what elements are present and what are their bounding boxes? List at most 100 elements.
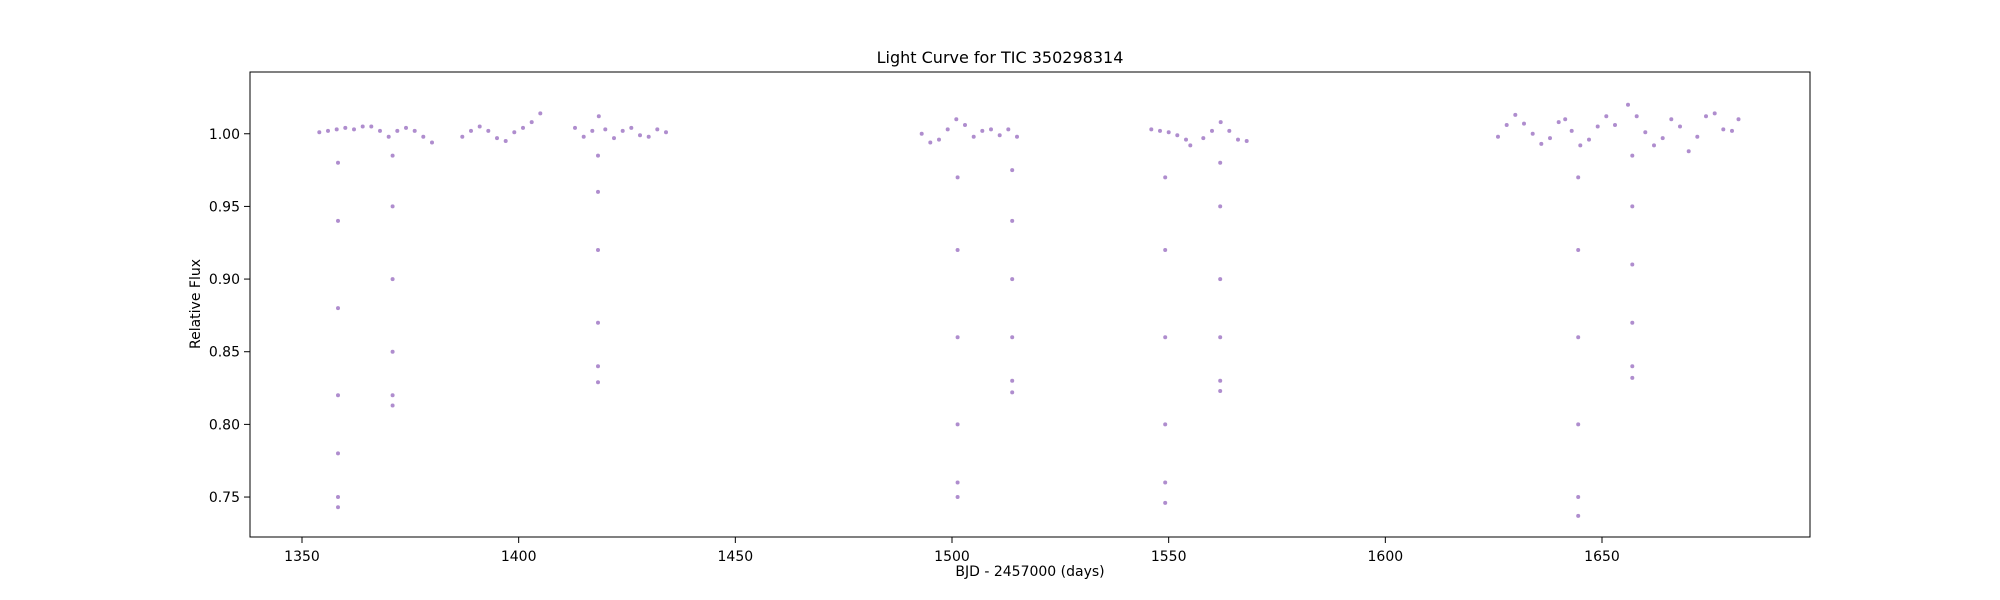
data-point xyxy=(336,495,340,499)
data-point xyxy=(1010,378,1015,383)
data-point xyxy=(1712,111,1717,116)
data-point xyxy=(486,128,491,133)
data-point xyxy=(1236,137,1240,142)
data-point xyxy=(612,136,616,141)
data-point xyxy=(1587,137,1591,142)
data-point xyxy=(360,124,365,129)
data-point xyxy=(596,364,600,369)
data-point xyxy=(352,127,356,132)
y-axis: 0.75 0.80 0.85 0.90 0.95 1.00 xyxy=(209,127,250,506)
data-point xyxy=(573,125,577,130)
data-point xyxy=(1630,204,1635,209)
data-point xyxy=(1630,262,1635,267)
data-point xyxy=(1576,422,1581,427)
data-point xyxy=(596,248,600,252)
data-point xyxy=(1163,422,1168,427)
data-point xyxy=(336,393,340,398)
data-point xyxy=(1218,277,1223,282)
data-point xyxy=(1010,335,1015,340)
y-tick-label: 0.95 xyxy=(209,199,240,215)
data-point xyxy=(1006,127,1011,132)
data-point xyxy=(596,114,601,119)
data-point xyxy=(1634,114,1639,119)
data-point xyxy=(1163,248,1168,252)
data-point xyxy=(1556,120,1561,125)
data-point xyxy=(334,127,339,132)
data-point xyxy=(1218,335,1223,340)
x-axis: 1350 1400 1450 1500 1550 1600 1650 xyxy=(284,537,1620,565)
data-point xyxy=(1669,117,1674,122)
data-point xyxy=(495,136,499,141)
y-tick-label: 1.00 xyxy=(209,127,240,143)
data-point xyxy=(1513,112,1518,117)
data-point xyxy=(596,380,600,385)
data-point xyxy=(1576,495,1581,499)
data-point xyxy=(638,133,642,138)
data-point xyxy=(945,127,950,132)
x-tick-label: 1550 xyxy=(1151,549,1187,565)
data-point xyxy=(1630,320,1635,325)
data-point xyxy=(620,128,625,133)
data-point xyxy=(919,131,924,136)
data-point xyxy=(1175,133,1180,138)
data-point xyxy=(1721,127,1726,132)
data-point xyxy=(1010,277,1015,282)
data-point xyxy=(1163,480,1168,485)
data-point xyxy=(1218,204,1223,209)
data-point xyxy=(1166,130,1171,135)
data-point xyxy=(1548,136,1552,141)
data-point xyxy=(1163,500,1168,505)
data-point xyxy=(954,117,959,122)
data-point xyxy=(412,128,417,133)
y-tick-label: 0.85 xyxy=(209,345,240,361)
data-point xyxy=(1218,389,1223,393)
data-point xyxy=(963,123,967,127)
y-axis-title: Relative Flux xyxy=(188,259,204,349)
data-point xyxy=(1010,218,1015,223)
data-point xyxy=(1227,128,1232,133)
data-point xyxy=(460,134,465,139)
data-point xyxy=(1704,114,1708,119)
data-point xyxy=(1539,141,1544,146)
data-point xyxy=(629,125,634,130)
data-point xyxy=(1522,121,1526,126)
data-point xyxy=(386,134,391,139)
data-point xyxy=(1576,248,1581,252)
data-point xyxy=(390,349,395,354)
data-point xyxy=(1652,143,1656,148)
data-point xyxy=(997,133,1002,138)
data-point xyxy=(590,128,595,133)
data-point xyxy=(1530,131,1535,136)
data-point xyxy=(430,140,434,145)
data-point xyxy=(1218,160,1223,165)
data-point xyxy=(1163,335,1168,340)
data-point xyxy=(989,127,993,132)
data-point xyxy=(390,393,395,398)
data-point xyxy=(1643,130,1648,135)
data-point xyxy=(1630,153,1635,158)
data-point xyxy=(664,130,668,135)
data-point xyxy=(395,128,400,133)
data-point xyxy=(1576,175,1581,180)
data-point xyxy=(317,130,322,135)
data-point xyxy=(1149,127,1154,132)
data-point xyxy=(390,153,395,158)
data-point xyxy=(390,403,395,408)
data-point xyxy=(538,111,543,116)
data-point xyxy=(421,134,426,139)
data-point xyxy=(336,451,340,456)
data-point xyxy=(1218,378,1223,383)
data-point xyxy=(1576,513,1581,518)
data-point xyxy=(521,125,525,130)
data-point xyxy=(955,175,960,180)
data-point xyxy=(477,124,482,129)
data-point xyxy=(1015,134,1019,139)
data-point xyxy=(1244,139,1249,143)
data-point xyxy=(1736,117,1741,122)
data-point xyxy=(1210,128,1214,133)
plot-frame xyxy=(249,71,1811,538)
chart-title: Light Curve for TIC 350298314 xyxy=(877,48,1124,67)
data-point xyxy=(529,120,534,125)
data-point xyxy=(1576,335,1581,340)
data-point xyxy=(469,128,473,133)
